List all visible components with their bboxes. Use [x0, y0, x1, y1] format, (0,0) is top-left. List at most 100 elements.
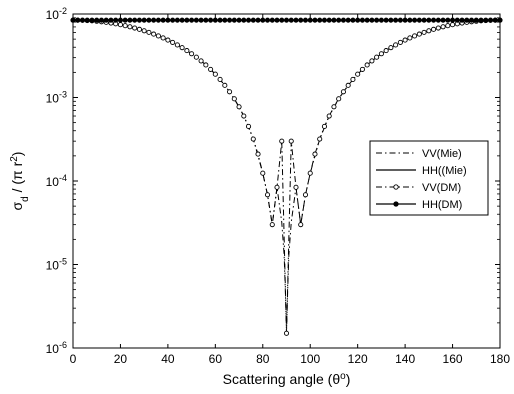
data-point	[103, 17, 109, 23]
x-tick-label: 100	[300, 352, 320, 366]
data-point	[179, 45, 185, 51]
data-point	[464, 17, 470, 23]
data-point	[117, 22, 123, 28]
data-point	[274, 184, 280, 190]
data-point	[274, 17, 280, 23]
data-point	[160, 35, 166, 41]
data-point	[416, 17, 422, 23]
data-point	[473, 17, 479, 23]
data-point	[445, 17, 451, 23]
data-point	[189, 51, 195, 57]
data-point	[374, 17, 380, 23]
data-point	[193, 17, 199, 23]
data-point	[108, 17, 114, 23]
data-point	[326, 17, 332, 23]
data-point	[331, 17, 337, 23]
data-point	[212, 71, 218, 77]
data-point	[450, 17, 456, 23]
data-point	[174, 17, 180, 23]
data-point	[497, 17, 503, 23]
data-point	[245, 123, 252, 130]
y-tick-label: 10-4	[46, 173, 67, 189]
x-tick-label: 0	[70, 352, 77, 366]
data-point	[340, 89, 346, 95]
data-point	[350, 17, 356, 23]
data-point	[450, 22, 456, 28]
data-point	[388, 45, 394, 51]
data-point	[340, 17, 346, 23]
data-point	[236, 104, 242, 110]
data-point	[269, 222, 275, 228]
data-point	[208, 66, 214, 72]
data-point	[402, 17, 408, 23]
data-point	[412, 17, 418, 23]
data-point	[288, 138, 294, 144]
data-point	[317, 136, 323, 142]
data-point	[193, 54, 199, 60]
data-point	[431, 17, 437, 23]
axis-ticks: 0 20 40 60 80 100 120 140 160 180 10-6 10-5 10-4 10-3…	[46, 6, 511, 366]
data-point	[279, 138, 285, 144]
data-point	[298, 222, 304, 228]
data-point	[212, 17, 218, 23]
data-point	[312, 151, 318, 157]
data-point	[264, 17, 271, 23]
data-point	[293, 17, 299, 23]
data-point	[198, 58, 204, 64]
legend-marker	[393, 201, 399, 207]
data-point	[203, 62, 209, 68]
data-point	[331, 104, 337, 110]
data-point	[155, 33, 161, 39]
data-point	[89, 17, 95, 23]
data-point	[336, 17, 342, 23]
x-tick-label: 120	[348, 352, 368, 366]
data-point	[75, 17, 81, 23]
data-point	[487, 17, 494, 23]
data-point	[431, 26, 437, 32]
data-point	[454, 17, 460, 23]
data-point	[132, 25, 138, 31]
data-point	[383, 48, 389, 54]
data-point	[312, 17, 318, 23]
data-point	[170, 39, 176, 45]
data-point	[241, 113, 247, 119]
data-point	[184, 17, 190, 23]
legend: VV(Mie) HH((Mie) VV(DM) HH(DM)	[369, 140, 489, 216]
x-tick-label: 80	[256, 352, 270, 366]
data-point	[378, 17, 384, 23]
data-point	[84, 17, 90, 23]
data-point	[222, 82, 228, 88]
data-point	[355, 17, 361, 23]
data-point	[359, 17, 365, 23]
legend-marker	[393, 184, 399, 190]
x-tick-label: 40	[161, 352, 175, 366]
data-point	[283, 17, 290, 23]
data-point	[421, 17, 427, 23]
data-point	[203, 17, 209, 23]
data-point	[359, 66, 365, 72]
data-point	[264, 192, 271, 198]
data-point	[136, 26, 142, 32]
data-point	[122, 17, 128, 23]
legend-label: VV(Mie)	[422, 148, 462, 160]
data-point	[307, 170, 313, 176]
data-point	[435, 25, 441, 31]
x-tick-label: 140	[395, 352, 415, 366]
data-point	[426, 28, 432, 34]
data-point	[412, 33, 418, 39]
x-tick-label: 180	[490, 352, 510, 366]
data-point	[146, 17, 152, 23]
data-point	[98, 17, 105, 23]
data-point	[364, 17, 370, 23]
data-point	[402, 37, 408, 43]
data-point	[146, 29, 152, 35]
data-point	[184, 48, 190, 54]
y-tick-label: 10-3	[46, 90, 67, 106]
y-axis-label: σd / (π r2)	[9, 152, 31, 211]
data-point	[179, 17, 185, 23]
data-point	[350, 76, 356, 82]
data-point	[321, 17, 328, 23]
data-point	[141, 17, 147, 23]
data-point	[374, 54, 380, 60]
data-point	[435, 17, 441, 23]
